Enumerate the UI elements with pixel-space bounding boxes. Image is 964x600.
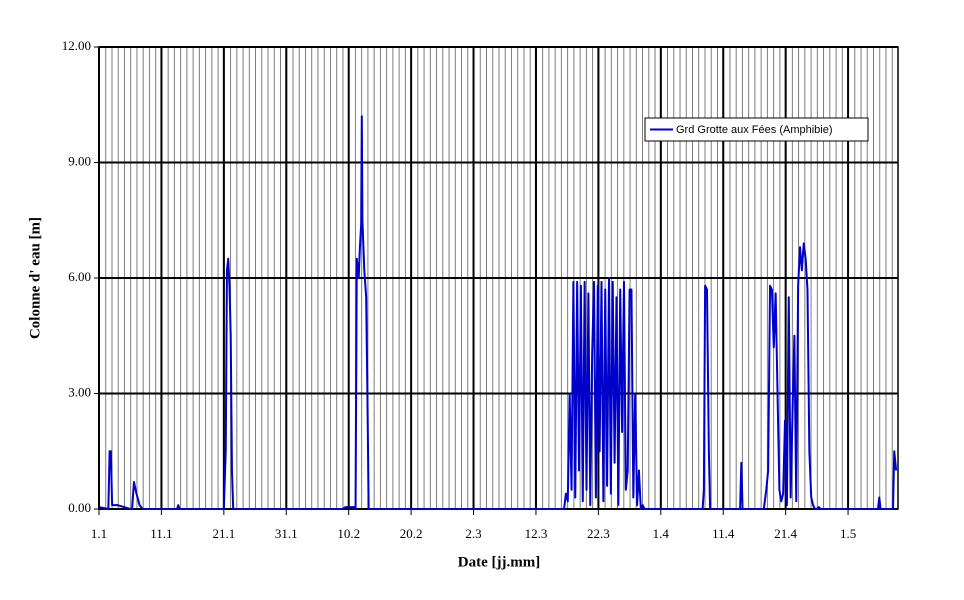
x-tick-label: 20.2	[400, 526, 423, 541]
y-tick-label: 9.00	[68, 153, 91, 168]
x-tick-label: 12.3	[525, 526, 548, 541]
x-tick-label: 11.1	[150, 526, 172, 541]
legend-box	[644, 117, 869, 142]
y-tick-label: 6.00	[68, 269, 91, 284]
x-tick-label: 21.1	[212, 526, 235, 541]
legend-label: Grd Grotte aux Fées (Amphibie)	[676, 124, 833, 136]
x-tick-label: 1.4	[653, 526, 670, 541]
x-tick-label: 1.1	[91, 526, 107, 541]
y-tick-label: 3.00	[68, 384, 91, 399]
x-axis-label: Date [jj.mm]	[458, 554, 540, 570]
x-tick-label: 31.1	[275, 526, 298, 541]
y-tick-label: 12.00	[62, 38, 91, 53]
y-axis-label: Colonne d' eau [m]	[27, 217, 43, 339]
x-tick-label: 1.5	[840, 526, 856, 541]
x-tick-label: 21.4	[774, 526, 797, 541]
x-tick-label: 10.2	[337, 526, 360, 541]
x-tick-label: 2.3	[465, 526, 481, 541]
data-line	[98, 115, 898, 510]
x-tick-label: 11.4	[712, 526, 735, 541]
x-tick-label: 22.3	[587, 526, 610, 541]
y-tick-label: 0.00	[68, 500, 91, 515]
